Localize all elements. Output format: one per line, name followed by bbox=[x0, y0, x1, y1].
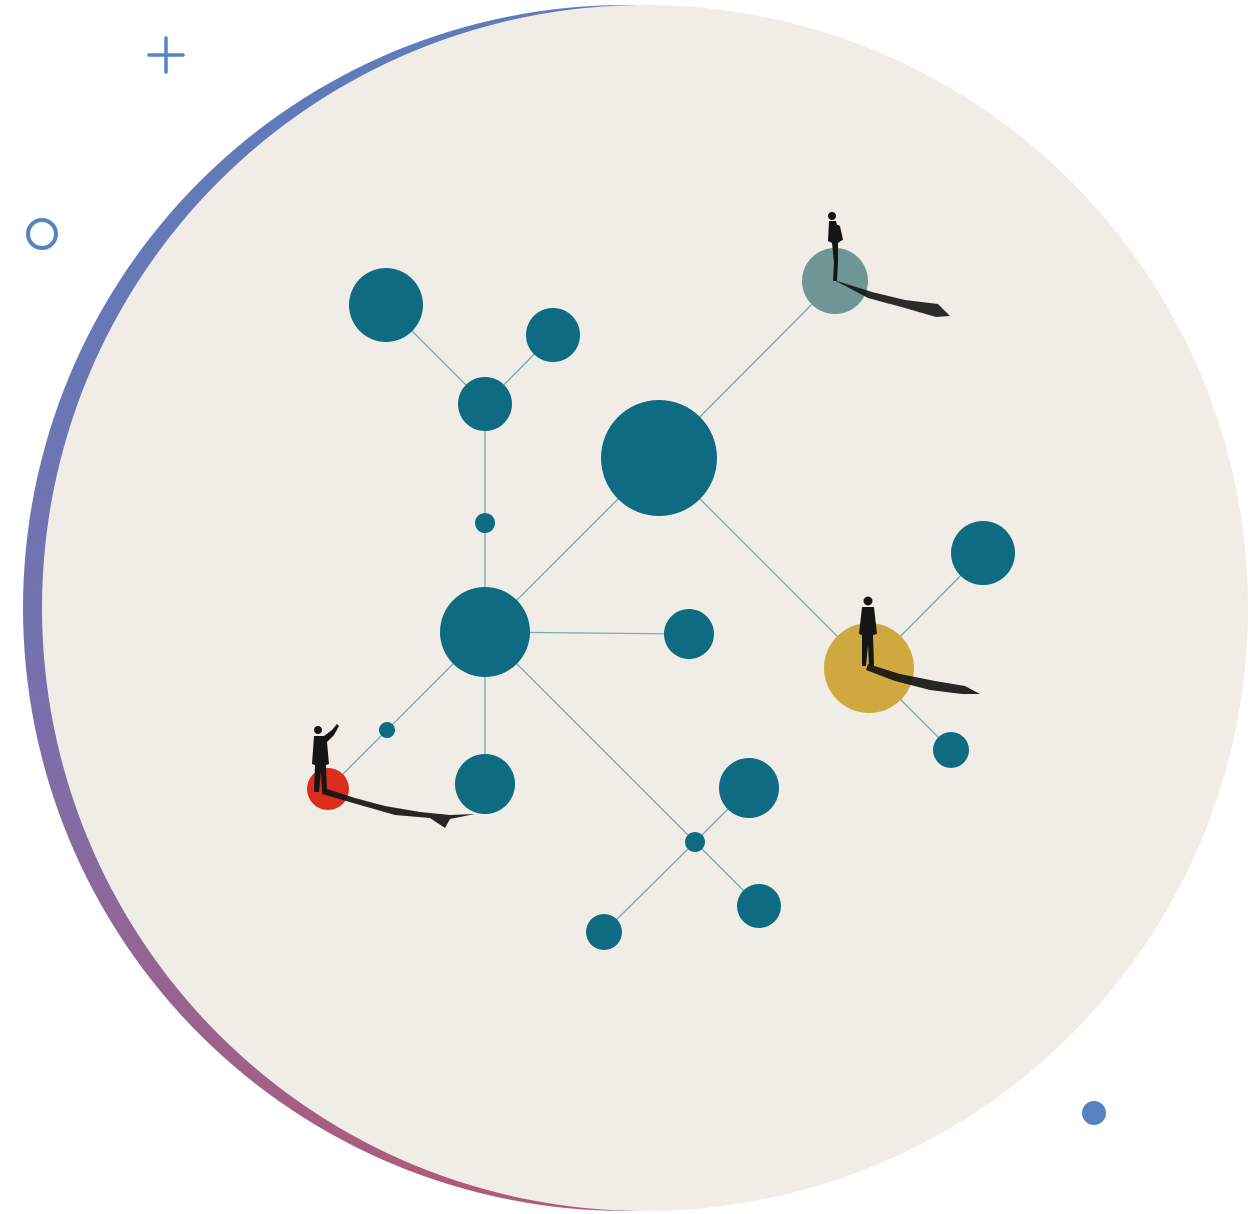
network-node bbox=[737, 884, 781, 928]
network-node bbox=[586, 914, 622, 950]
network-nodes bbox=[307, 248, 1015, 950]
circle-outline-icon bbox=[26, 218, 58, 250]
network-node bbox=[664, 609, 714, 659]
network-node bbox=[475, 513, 495, 533]
plus-icon bbox=[147, 36, 185, 74]
network-node bbox=[379, 722, 395, 738]
person-figure-gray-node bbox=[828, 212, 950, 317]
network-node-red bbox=[307, 768, 349, 810]
dot-icon bbox=[1082, 1101, 1106, 1125]
network-node bbox=[719, 758, 779, 818]
network-node bbox=[458, 377, 512, 431]
network-node bbox=[349, 268, 423, 342]
person-figure-gold-node bbox=[859, 596, 980, 694]
network-node bbox=[526, 308, 580, 362]
edge bbox=[603, 841, 696, 933]
edge bbox=[484, 631, 696, 843]
network-node-hub bbox=[601, 400, 717, 516]
background-disc bbox=[42, 5, 1248, 1211]
network-node bbox=[455, 754, 515, 814]
network-node bbox=[951, 521, 1015, 585]
network-node bbox=[440, 587, 530, 677]
person-figure-red-node bbox=[312, 724, 475, 828]
network-node bbox=[685, 832, 705, 852]
network-node bbox=[933, 732, 969, 768]
